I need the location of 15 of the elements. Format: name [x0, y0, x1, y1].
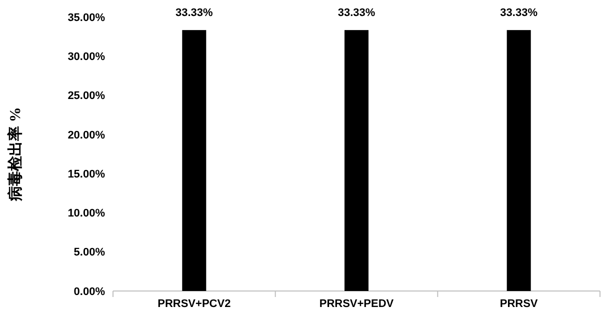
y-tick-label: 20.00%	[68, 129, 106, 142]
x-tick-label: PRRSV+PEDV	[319, 298, 394, 310]
y-tick-label: 10.00%	[68, 208, 106, 220]
x-tick-label: PRRSV+PCV2	[158, 298, 231, 310]
y-tick-label: 35.00%	[68, 12, 106, 24]
y-tick-label: 30.00%	[68, 50, 106, 63]
data-label: 33.33%	[338, 7, 376, 20]
data-label: 33.33%	[500, 7, 538, 20]
data-label: 33.33%	[176, 7, 214, 20]
y-tick-label: 25.00%	[68, 90, 106, 102]
x-tick-label: PRRSV	[500, 298, 538, 310]
y-tick-label: 0.00%	[74, 286, 106, 298]
y-axis-title: 病毒检出率 %	[6, 107, 24, 202]
y-tick-label: 5.00%	[74, 246, 106, 259]
y-tick-label: 15.00%	[68, 168, 106, 180]
